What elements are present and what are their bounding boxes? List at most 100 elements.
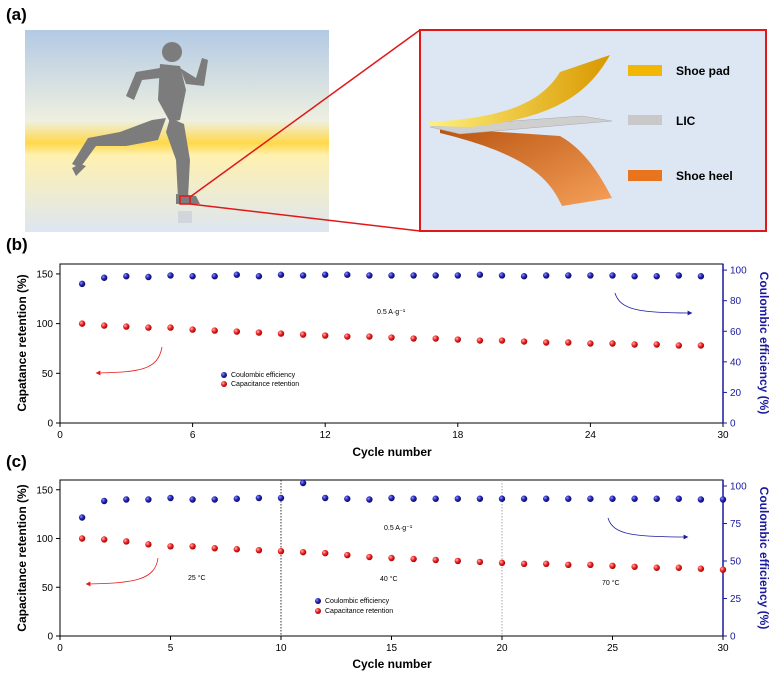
- chart-c-capacitance-retention-point: [123, 538, 130, 545]
- chart-c-coulombic-efficiency-point: [410, 495, 417, 502]
- chart-c-x-tick-label: 30: [717, 643, 729, 654]
- chart-c-capacitance-retention-point: [211, 545, 218, 552]
- chart-c-panel-label: (c): [6, 452, 27, 471]
- chart-c-capacitance-retention-point: [520, 560, 528, 568]
- chart-b-capacitance-retention-point: [498, 337, 506, 344]
- chart-b-y-tick-label: 150: [36, 269, 53, 280]
- chart-c-capacitance-retention-point: [565, 561, 572, 569]
- chart-b-coulombic-efficiency-point: [609, 272, 616, 279]
- chart-c-capacitance-retention-point: [189, 543, 196, 550]
- chart-c-capacitance-retention-point: [454, 557, 461, 565]
- chart-c-coulombic-efficiency-point: [344, 495, 351, 502]
- chart-b-capacitance-retention-point: [675, 342, 682, 349]
- chart-b-capacitance-retention-point: [565, 339, 572, 346]
- chart-c-coulombic-efficiency-point: [587, 495, 594, 502]
- chart-c-coulombic-efficiency-point: [675, 495, 682, 502]
- chart-c-capacitance-retention-point: [167, 543, 174, 550]
- chart-b-capacitance-retention-point: [454, 336, 461, 343]
- chart-c-capacitance-retention-point: [543, 560, 550, 568]
- chart-b-capacitance-retention-point: [167, 324, 174, 331]
- chart-c-capacitance-retention-point: [476, 558, 484, 566]
- chart-c-capacitance-retention-point: [101, 536, 108, 543]
- chart-b-y2-tick-label: 0: [730, 419, 736, 430]
- chart-b-left-axis-arrow: [95, 346, 163, 376]
- chart-b-coulombic-efficiency-point: [410, 272, 417, 279]
- chart-c-coulombic-efficiency-point: [299, 479, 307, 487]
- chart-c-capacitance-retention-point: [277, 547, 285, 555]
- chart-c-legend-label-coulombic: Coulombic efficiency: [325, 598, 390, 605]
- chart-c-y2-tick-label: 0: [730, 632, 736, 643]
- chart-c-capacitance-retention-point: [233, 546, 240, 553]
- chart-b-capacitance-retention-point: [432, 335, 439, 342]
- lic-layer: [429, 115, 613, 135]
- chart-b-legend-label-coulombic: Coulombic efficiency: [231, 372, 296, 379]
- chart-c-x-tick-label: 10: [275, 643, 287, 654]
- chart-b-coulombic-efficiency-point: [299, 272, 307, 279]
- chart-c-coulombic-efficiency-point: [255, 494, 263, 502]
- chart-b-capacitance-retention-point: [123, 323, 130, 330]
- chart-b-coulombic-efficiency-point: [565, 272, 572, 279]
- chart-b-y2-tick-label: 60: [730, 327, 742, 338]
- chart-b-x-tick-label: 12: [320, 430, 332, 441]
- chart-b-coulombic-efficiency-point: [233, 271, 240, 278]
- chart-c-x-tick-label: 20: [496, 643, 508, 654]
- chart-c-y2-axis-title: Coulombic efficiency (%): [757, 487, 769, 630]
- chart-c-capacitance-retention-point: [697, 565, 705, 572]
- chart-c-current-density-label: 0.5 A·g⁻¹: [384, 525, 413, 532]
- chart-c-capacitance-retention-point: [609, 562, 616, 569]
- zoom-marker: [179, 195, 191, 205]
- legend-swatch-lic: [628, 115, 662, 125]
- chart-b-coulombic-efficiency-point: [388, 272, 395, 279]
- chart-b-coulombic-efficiency-point: [167, 272, 174, 279]
- chart-b-capacitance-retention-point: [78, 320, 86, 327]
- chart-c-temp-70-label: 70 °C: [602, 579, 620, 587]
- chart-c-coulombic-efficiency-point: [609, 495, 616, 502]
- chart-b-coulombic-efficiency-point: [697, 273, 705, 280]
- chart-c-coulombic-efficiency-point: [454, 495, 461, 502]
- chart-b-x-axis-title: Cycle number: [352, 445, 432, 459]
- chart-b-coulombic-efficiency-point: [344, 271, 351, 278]
- chart-b-coulombic-efficiency-point: [211, 273, 218, 280]
- chart-c-capacitance-retention-point: [719, 566, 727, 573]
- chart-c-capacitance-retention-point: [78, 535, 86, 542]
- chart-b-y-tick-label: 100: [36, 319, 53, 330]
- chart-c-capacitance-retention-point: [322, 549, 329, 557]
- chart-c-temp-40-label: 40 °C: [380, 575, 398, 583]
- chart-c-x-tick-label: 0: [57, 643, 63, 654]
- chart-b-coulombic-efficiency-point: [476, 271, 484, 278]
- chart-b-capacitance-retention-point: [255, 329, 263, 336]
- chart-b-coulombic-efficiency-point: [543, 272, 550, 279]
- panel-a: (a) Shoe pad LIC: [6, 5, 767, 232]
- chart-c-coulombic-efficiency-point: [277, 494, 285, 502]
- chart-c-legend-marker-retention: [315, 608, 321, 614]
- chart-c-coulombic-efficiency-point: [697, 496, 705, 503]
- chart-c-y2-tick-label: 100: [730, 482, 747, 493]
- chart-c-coulombic-efficiency-point: [233, 495, 240, 502]
- chart-b-capacitance-retention-point: [520, 338, 528, 345]
- chart-c-x-axis-title: Cycle number: [352, 657, 432, 671]
- legend-label-shoe-heel: Shoe heel: [676, 169, 733, 183]
- chart-c-coulombic-efficiency-point: [498, 495, 506, 502]
- chart-c-x-tick-label: 15: [386, 643, 398, 654]
- chart-c-capacitance-retention-point: [388, 554, 395, 562]
- chart-c-coulombic-efficiency-point: [189, 496, 196, 503]
- chart-b-capacitance-retention-point: [631, 341, 638, 348]
- chart-c-right-axis-arrow: [607, 517, 689, 540]
- legend-label-shoe-pad: Shoe pad: [676, 64, 730, 78]
- chart-b-capacitance-retention-point: [189, 326, 196, 333]
- chart-c-capacitance-retention-point: [145, 541, 152, 548]
- chart-b-x-tick-label: 0: [57, 430, 63, 441]
- chart-c-coulombic-efficiency-point: [565, 495, 572, 502]
- chart-c-coulombic-efficiency-point: [543, 495, 550, 502]
- legend-swatch-shoe-heel: [628, 170, 662, 181]
- chart-c-y-axis-title: Capacitance retention (%): [15, 484, 29, 631]
- chart-b-plot-frame: [59, 263, 724, 424]
- chart-b-coulombic-efficiency-point: [432, 272, 439, 279]
- chart-c-coulombic-efficiency-point: [322, 494, 329, 502]
- chart-c-coulombic-efficiency-point: [719, 496, 727, 503]
- chart-b-y-tick-label: 50: [42, 369, 54, 380]
- chart-b-coulombic-efficiency-point: [189, 273, 196, 280]
- chart-c-capacitance-retention-point: [675, 564, 682, 571]
- chart-c-y-tick-label: 100: [36, 534, 53, 545]
